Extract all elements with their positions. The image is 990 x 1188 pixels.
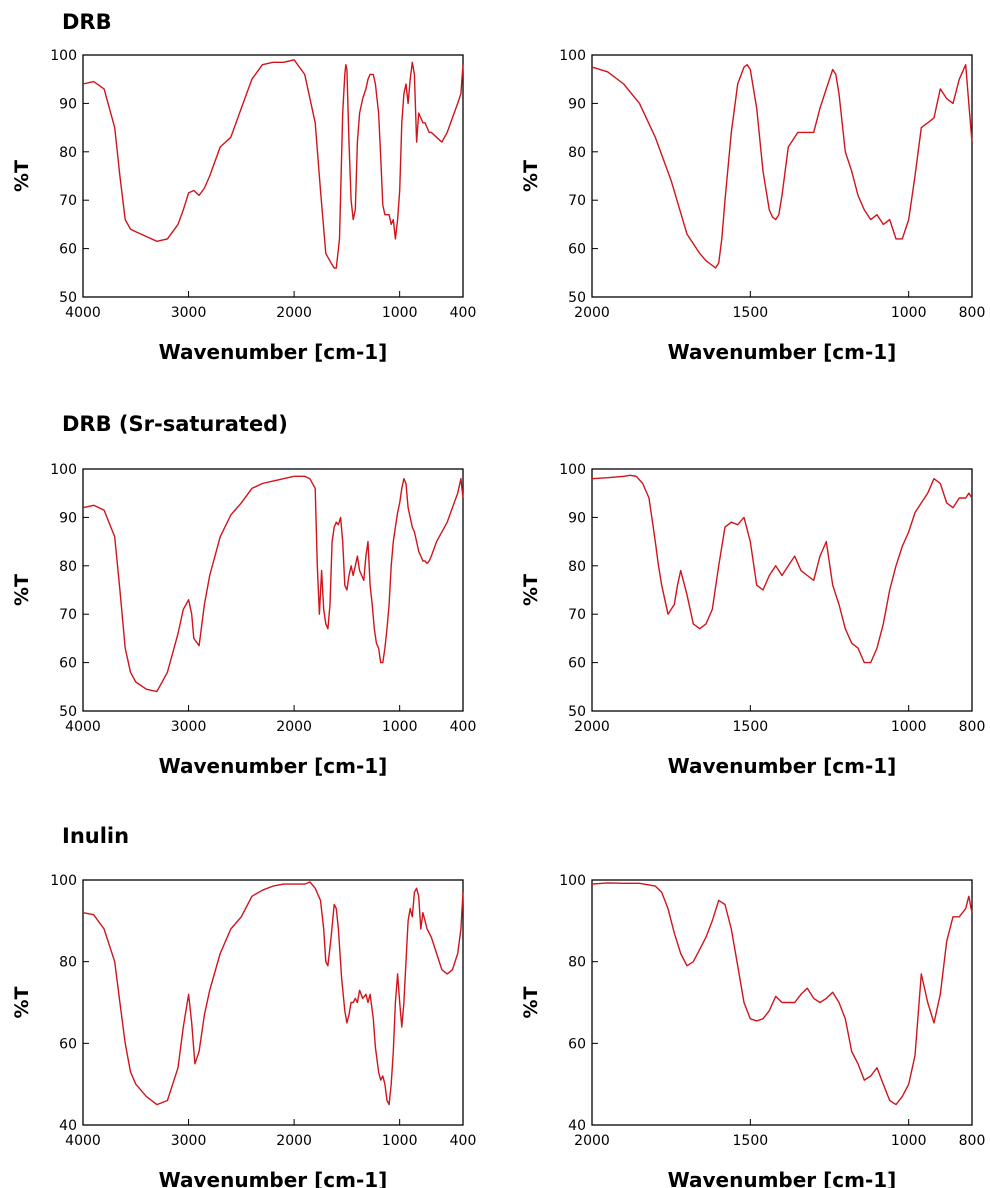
y-tick-label: 70 (568, 193, 586, 209)
y-tick-label: 70 (59, 607, 77, 623)
y-tick-label: 60 (568, 656, 586, 672)
plot-frame (591, 879, 973, 1126)
y-axis-label: %T (520, 574, 542, 606)
y-tick-label: 90 (59, 510, 77, 526)
x-axis-label: Wavenumber [cm-1] (159, 1168, 388, 1188)
y-tick-label: 60 (59, 242, 77, 258)
x-tick-label: 4000 (65, 1133, 101, 1149)
y-tick-label: 80 (59, 559, 77, 575)
spectrum-line (591, 474, 973, 664)
x-axis-label: Wavenumber [cm-1] (668, 754, 897, 778)
x-tick-label: 1500 (733, 305, 769, 321)
y-tick-label: 80 (59, 145, 77, 161)
y-tick-label: 50 (59, 704, 77, 720)
x-tick-label: 2000 (276, 1133, 312, 1149)
x-tick-label: 2000 (574, 1133, 610, 1149)
plot-frame (82, 468, 464, 712)
y-tick-label: 90 (59, 96, 77, 112)
y-axis-label: %T (11, 574, 33, 606)
chart-panel-1: 50 60 70 80 90 100 4000 3000 2000 1000 400 Wavenumb… (11, 48, 476, 364)
x-tick-label: 1500 (733, 1133, 769, 1149)
plot-frame (82, 879, 464, 1126)
chart-panel-5: 40 60 80 100 4000 3000 2000 1000 400 Wavenumber [… (11, 873, 476, 1188)
spectrum-line (591, 64, 973, 269)
y-tick-label: 80 (568, 559, 586, 575)
y-tick-label: 70 (59, 193, 77, 209)
y-tick-label: 80 (568, 145, 586, 161)
x-tick-label: 400 (450, 1133, 477, 1149)
plot-frame (591, 468, 973, 712)
x-tick-label: 400 (450, 719, 477, 735)
x-axis-label: Wavenumber [cm-1] (159, 340, 388, 364)
chart-panel-2: 50 60 70 80 90 100 2000 1500 1000 800 Wavenumber [… (520, 48, 985, 364)
y-tick-label: 100 (50, 48, 77, 64)
y-axis-label: %T (520, 160, 542, 192)
x-tick-label: 800 (959, 719, 986, 735)
x-tick-label: 1000 (382, 1133, 418, 1149)
y-tick-label: 60 (568, 242, 586, 258)
spectrum-line (82, 475, 464, 693)
chart-panel-4: 50 60 70 80 90 100 2000 1500 1000 800 Wavenumber [… (520, 462, 985, 778)
chart-panel-3: 50 60 70 80 90 100 4000 3000 2000 1000 400 Wavenumb… (11, 462, 476, 778)
y-tick-label: 100 (50, 873, 77, 889)
y-tick-label: 60 (59, 656, 77, 672)
chart-panel-6: 40 60 80 100 2000 1500 1000 800 Wavenumber [cm-1… (520, 873, 985, 1188)
x-tick-label: 1000 (382, 719, 418, 735)
y-axis-label: %T (520, 986, 542, 1018)
y-axis-label: %T (11, 160, 33, 192)
y-tick-label: 50 (568, 704, 586, 720)
x-tick-label: 4000 (65, 305, 101, 321)
y-tick-label: 90 (568, 96, 586, 112)
plot-frame (591, 54, 973, 298)
y-tick-label: 60 (568, 1036, 586, 1052)
y-axis-label: %T (11, 986, 33, 1018)
x-axis-label: Wavenumber [cm-1] (668, 340, 897, 364)
y-tick-label: 100 (559, 48, 586, 64)
x-tick-label: 2000 (574, 305, 610, 321)
x-tick-label: 400 (450, 305, 477, 321)
spectrum-line (82, 59, 464, 269)
x-tick-label: 1000 (382, 305, 418, 321)
y-tick-label: 50 (59, 290, 77, 306)
section-title-drb-sr-saturated: DRB (Sr-saturated) (62, 412, 288, 436)
y-tick-label: 80 (59, 955, 77, 971)
spectrum-line (591, 882, 973, 1106)
x-tick-label: 1000 (891, 719, 927, 735)
y-tick-label: 80 (568, 955, 586, 971)
y-tick-label: 40 (59, 1118, 77, 1134)
section-title-inulin: Inulin (62, 824, 130, 848)
y-tick-label: 90 (568, 510, 586, 526)
y-tick-label: 70 (568, 607, 586, 623)
x-tick-label: 1000 (891, 1133, 927, 1149)
y-tick-label: 100 (559, 873, 586, 889)
y-tick-label: 60 (59, 1036, 77, 1052)
spectrum-line (82, 881, 464, 1106)
x-tick-label: 2000 (574, 719, 610, 735)
x-axis-label: Wavenumber [cm-1] (668, 1168, 897, 1188)
plot-frame (82, 54, 464, 298)
x-tick-label: 2000 (276, 305, 312, 321)
x-tick-label: 1500 (733, 719, 769, 735)
x-tick-label: 1000 (891, 305, 927, 321)
x-tick-label: 3000 (171, 305, 207, 321)
y-tick-label: 100 (559, 462, 586, 478)
y-tick-label: 40 (568, 1118, 586, 1134)
section-title-drb: DRB (62, 10, 112, 34)
x-tick-label: 800 (959, 1133, 986, 1149)
y-tick-label: 50 (568, 290, 586, 306)
x-tick-label: 3000 (171, 719, 207, 735)
x-tick-label: 3000 (171, 1133, 207, 1149)
x-tick-label: 2000 (276, 719, 312, 735)
y-tick-label: 100 (50, 462, 77, 478)
x-axis-label: Wavenumber [cm-1] (159, 754, 388, 778)
x-tick-label: 4000 (65, 719, 101, 735)
x-tick-label: 800 (959, 305, 986, 321)
